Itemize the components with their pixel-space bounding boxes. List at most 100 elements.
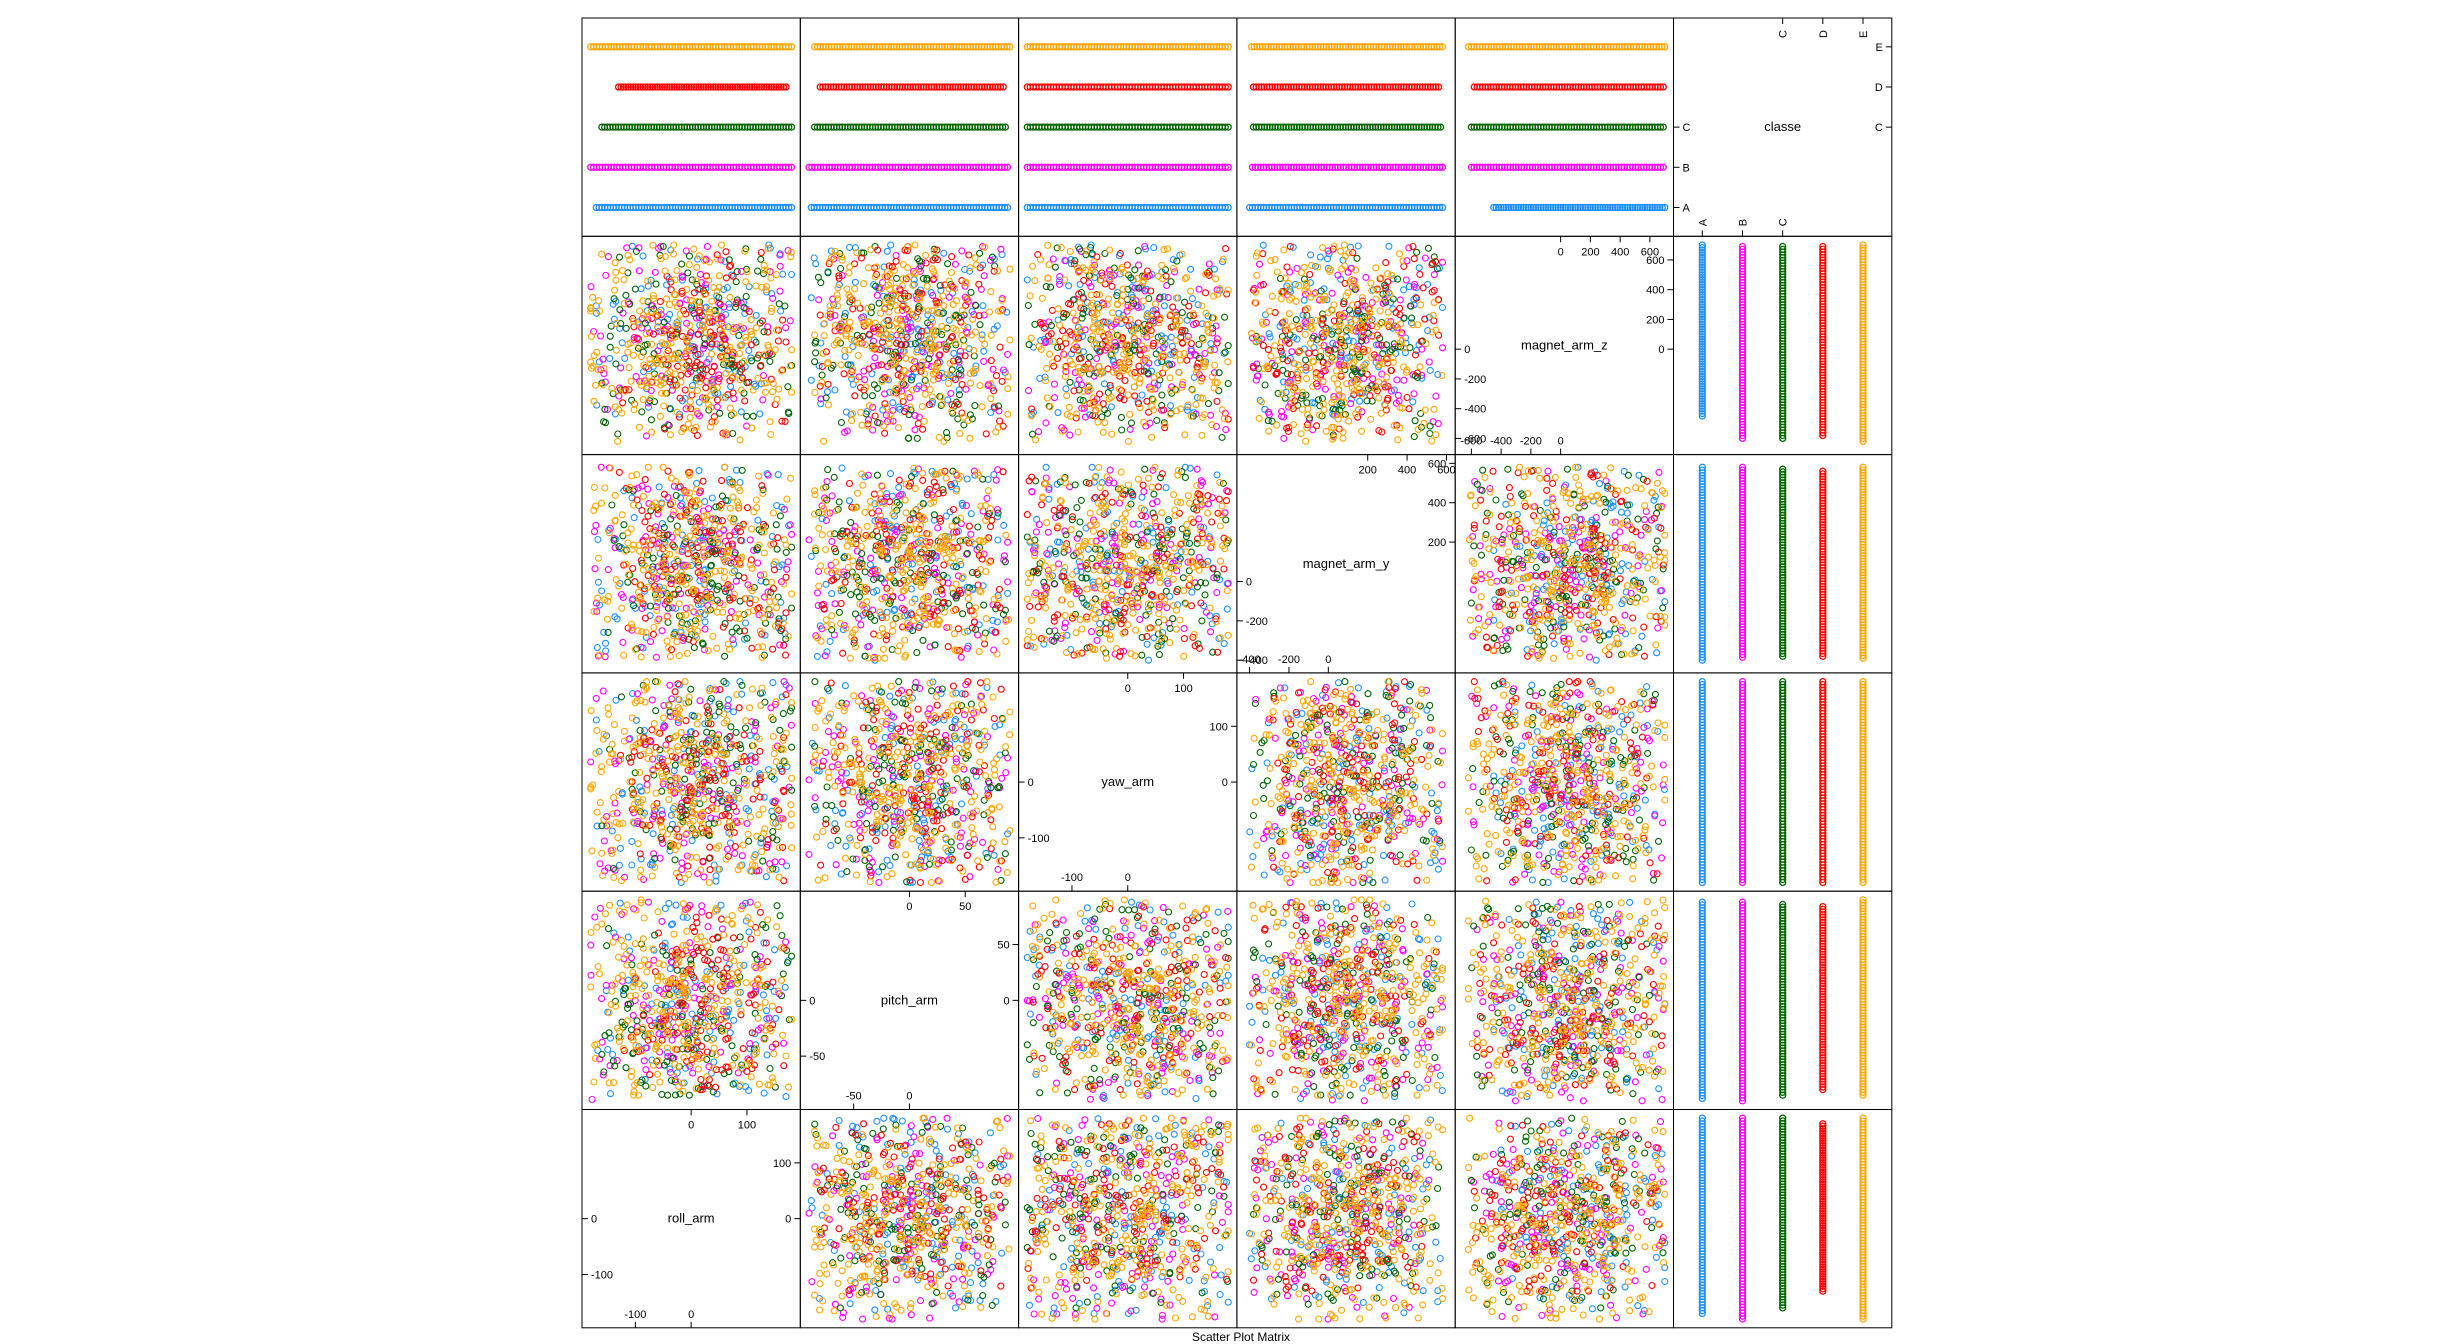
point-class-C <box>754 267 762 275</box>
point-class-E <box>1004 385 1012 393</box>
point-class-A <box>883 247 891 255</box>
point-class-C <box>1261 381 1269 389</box>
point-class-B <box>1024 387 1033 395</box>
point-class-D <box>722 248 730 256</box>
point-class-E <box>1038 294 1046 302</box>
point-class-C <box>976 321 984 329</box>
point-class-D <box>1410 255 1418 263</box>
point-class-E <box>1073 410 1081 418</box>
point-class-D <box>651 83 659 91</box>
point-class-E <box>1043 364 1051 372</box>
point-class-C <box>652 280 660 288</box>
point-class-D <box>750 83 759 91</box>
point-class-B <box>861 376 869 384</box>
point-class-D <box>824 380 832 388</box>
point-class-E <box>1176 356 1184 364</box>
point-class-E <box>864 264 873 272</box>
point-class-D <box>760 83 768 91</box>
point-class-C <box>1127 419 1136 427</box>
point-class-A <box>849 342 857 351</box>
point-class-C <box>678 260 686 268</box>
point-class-E <box>1184 336 1192 344</box>
tick-label: C <box>1778 30 1790 38</box>
point-class-D <box>967 83 976 91</box>
point-class-D <box>1416 270 1424 278</box>
point-class-C <box>685 252 694 260</box>
point-class-A <box>756 410 764 418</box>
point-class-E <box>1258 398 1266 406</box>
point-class-D <box>922 259 930 267</box>
point-class-C <box>775 300 783 308</box>
point-class-E <box>846 263 854 271</box>
point-class-D <box>713 396 721 404</box>
point-class-E <box>976 381 984 390</box>
point-class-E <box>1044 274 1052 282</box>
point-class-E <box>854 351 862 360</box>
point-class-A <box>1385 242 1393 250</box>
point-class-D <box>904 83 912 91</box>
point-class-E <box>1265 307 1274 315</box>
point-class-D <box>629 83 637 91</box>
point-class-D <box>675 83 683 91</box>
point-class-B <box>1396 296 1404 304</box>
point-class-A <box>1434 370 1442 379</box>
point-class-D <box>702 366 710 374</box>
point-class-D <box>819 83 827 91</box>
point-class-C <box>837 418 845 427</box>
point-class-E <box>1320 406 1328 414</box>
point-class-E <box>670 241 678 249</box>
point-class-C <box>913 434 921 442</box>
point-class-D <box>1283 263 1291 271</box>
point-class-C <box>622 324 630 332</box>
point-class-D <box>631 83 640 91</box>
point-class-B <box>1195 285 1203 293</box>
point-class-C <box>944 260 952 268</box>
point-class-E <box>857 408 865 417</box>
point-class-D <box>687 83 696 91</box>
point-class-E <box>854 299 862 307</box>
point-class-D <box>682 83 691 91</box>
point-class-D <box>619 83 628 91</box>
point-class-B <box>759 371 768 380</box>
point-class-D <box>656 298 664 306</box>
point-class-E <box>1339 428 1347 436</box>
point-class-E <box>663 295 671 303</box>
point-class-E <box>1192 400 1200 409</box>
point-class-B <box>1042 419 1050 427</box>
point-class-A <box>621 354 629 362</box>
point-class-E <box>1004 373 1012 381</box>
point-class-C <box>622 291 630 299</box>
point-class-B <box>1201 349 1209 357</box>
point-class-B <box>1369 375 1377 383</box>
point-class-D <box>639 83 647 91</box>
cell-magnet_arm_y-vs-classe <box>1236 17 1456 237</box>
point-class-E <box>1267 352 1275 360</box>
point-class-D <box>745 83 754 91</box>
point-class-D <box>858 83 867 91</box>
point-class-E <box>1166 374 1174 382</box>
point-class-D <box>634 83 642 91</box>
point-class-E <box>971 254 979 262</box>
point-class-C <box>893 274 901 282</box>
point-class-D <box>1396 304 1404 312</box>
point-class-B <box>1222 426 1230 434</box>
point-class-D <box>973 83 981 91</box>
cell-yaw_arm-vs-classe <box>1018 17 1238 237</box>
point-class-E <box>1004 410 1012 418</box>
point-class-B <box>1425 358 1433 366</box>
point-class-E <box>787 43 796 51</box>
point-class-D <box>702 83 710 91</box>
point-class-A <box>745 346 753 355</box>
point-class-D <box>644 83 652 91</box>
point-class-E <box>867 246 875 254</box>
point-class-E <box>1372 295 1380 303</box>
point-class-C <box>1085 353 1094 361</box>
point-class-D <box>991 83 999 91</box>
point-class-E <box>1375 394 1383 402</box>
point-class-D <box>821 83 830 91</box>
point-class-C <box>1131 266 1139 274</box>
point-class-B <box>597 332 605 340</box>
point-class-E <box>767 430 775 439</box>
point-class-D <box>1305 349 1313 357</box>
point-class-E <box>752 324 760 332</box>
